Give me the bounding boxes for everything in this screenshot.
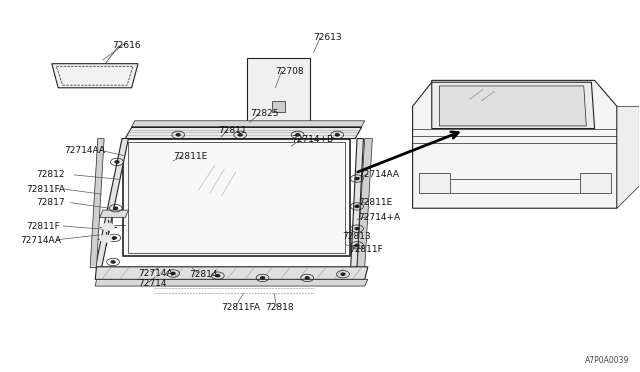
Polygon shape <box>272 101 285 112</box>
Polygon shape <box>125 128 362 138</box>
Circle shape <box>260 277 264 279</box>
Text: 72714+B: 72714+B <box>291 135 333 144</box>
Text: 72825: 72825 <box>250 109 278 118</box>
Circle shape <box>335 134 339 136</box>
Polygon shape <box>132 121 365 127</box>
Text: 72813: 72813 <box>342 231 371 241</box>
Text: 72817: 72817 <box>36 198 65 207</box>
Circle shape <box>176 134 180 136</box>
Circle shape <box>355 177 359 180</box>
Text: 72814: 72814 <box>189 270 218 279</box>
Polygon shape <box>357 138 372 267</box>
Polygon shape <box>90 138 104 267</box>
Text: 72811F: 72811F <box>349 245 383 254</box>
Circle shape <box>296 134 300 136</box>
Circle shape <box>238 134 242 136</box>
Circle shape <box>355 244 359 246</box>
Text: 72714: 72714 <box>138 279 166 288</box>
Circle shape <box>111 261 115 263</box>
Circle shape <box>216 275 220 277</box>
Polygon shape <box>617 106 639 208</box>
Text: 72714A: 72714A <box>138 269 173 278</box>
Polygon shape <box>124 139 350 256</box>
Text: 72613: 72613 <box>314 33 342 42</box>
Text: 72811FA: 72811FA <box>26 185 65 194</box>
Circle shape <box>100 235 113 242</box>
Circle shape <box>305 277 309 279</box>
Text: 72714+A: 72714+A <box>358 213 401 222</box>
Polygon shape <box>432 82 595 129</box>
Text: 72714AA: 72714AA <box>65 146 106 155</box>
Polygon shape <box>419 173 450 193</box>
Text: 72811E: 72811E <box>358 198 392 207</box>
Text: 72811F: 72811F <box>26 222 60 231</box>
Text: 72812: 72812 <box>36 170 64 179</box>
Circle shape <box>115 161 119 163</box>
Polygon shape <box>52 64 138 88</box>
Polygon shape <box>95 279 368 286</box>
Text: 72616: 72616 <box>113 41 141 50</box>
Circle shape <box>355 205 359 208</box>
Polygon shape <box>100 210 129 218</box>
Polygon shape <box>95 138 129 267</box>
Circle shape <box>172 272 175 275</box>
Circle shape <box>113 237 116 239</box>
Polygon shape <box>351 138 364 267</box>
Text: 72818: 72818 <box>266 303 294 312</box>
Circle shape <box>102 223 115 231</box>
Text: 72714AA: 72714AA <box>20 236 61 246</box>
Circle shape <box>341 273 345 275</box>
Polygon shape <box>246 58 310 123</box>
Polygon shape <box>440 86 586 126</box>
Text: 72708: 72708 <box>275 67 304 76</box>
Circle shape <box>114 207 118 209</box>
Text: 72811: 72811 <box>218 126 246 135</box>
Text: A7P0A0039: A7P0A0039 <box>586 356 630 365</box>
Polygon shape <box>580 173 611 193</box>
Text: 72811FA: 72811FA <box>221 303 260 312</box>
Text: 72714AA: 72714AA <box>358 170 399 179</box>
Polygon shape <box>95 267 368 279</box>
Circle shape <box>355 228 359 230</box>
Text: 72811E: 72811E <box>173 152 207 161</box>
Polygon shape <box>413 80 617 208</box>
